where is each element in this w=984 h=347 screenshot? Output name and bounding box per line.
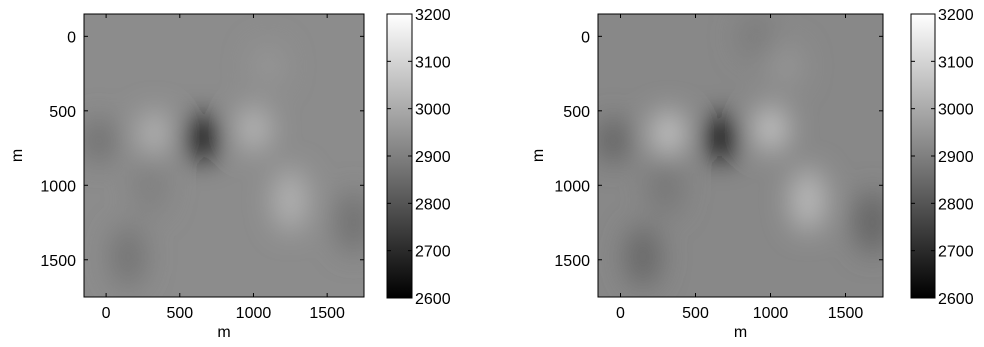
heatmap-2 xyxy=(598,14,883,297)
heatmap-1 xyxy=(84,14,364,297)
x-tick-label: 1000 xyxy=(753,305,789,322)
heatmap-anomaly xyxy=(703,115,739,160)
heatmap-anomaly xyxy=(651,110,686,156)
heatmap-anomaly xyxy=(336,191,364,254)
y-axis-label: m xyxy=(530,149,547,162)
colorbar-tick-label: 2700 xyxy=(415,244,451,261)
colorbar xyxy=(386,13,413,299)
colorbar-tick-label: 2900 xyxy=(938,149,974,166)
heatmap-anomaly xyxy=(855,191,883,254)
heatmap-anomaly xyxy=(236,106,271,152)
x-tick-label: 0 xyxy=(616,305,625,322)
y-tick-label: 500 xyxy=(563,104,590,121)
x-tick-label: 1500 xyxy=(828,305,864,322)
colorbar-tick-label: 3200 xyxy=(938,7,974,24)
heatmap-anomaly xyxy=(738,14,773,59)
y-axis-label: m xyxy=(9,149,26,162)
heatmap-anomaly xyxy=(273,168,308,232)
y-tick-label: 1500 xyxy=(40,253,76,270)
heatmap-anomaly xyxy=(137,110,172,156)
colorbar-tick-label: 2600 xyxy=(415,291,451,308)
heatmap-anomaly xyxy=(84,118,116,163)
colorbar-tick-label: 2800 xyxy=(415,196,451,213)
y-tick-label: 0 xyxy=(67,29,76,46)
y-tick-label: 1000 xyxy=(40,178,76,195)
colorbar-tick-label: 2700 xyxy=(938,244,974,261)
colorbar-tick-label: 3100 xyxy=(415,54,451,71)
heatmap-anomaly xyxy=(790,168,826,232)
y-tick-label: 1000 xyxy=(554,178,590,195)
colorbar-tick-label: 3000 xyxy=(415,102,451,119)
x-axis-label: m xyxy=(217,324,230,341)
x-axis-label: m xyxy=(734,324,747,341)
plot-frame xyxy=(83,13,365,298)
heatmap-anomaly xyxy=(753,106,788,152)
x-tick-label: 500 xyxy=(682,305,709,322)
heatmap-anomaly xyxy=(625,225,661,289)
heatmap-anomaly xyxy=(251,43,286,89)
heatmap-anomaly xyxy=(648,154,683,217)
heatmap-anomaly xyxy=(133,154,168,217)
heatmap-anomaly xyxy=(768,43,803,89)
x-tick-label: 500 xyxy=(166,305,193,322)
heatmap-anomaly xyxy=(598,118,631,163)
heatmap-anomaly xyxy=(184,115,219,160)
colorbar-tick-label: 3000 xyxy=(938,102,974,119)
plot-frame xyxy=(597,13,884,298)
y-tick-label: 0 xyxy=(581,29,590,46)
colorbar-tick-label: 2800 xyxy=(938,196,974,213)
x-tick-label: 0 xyxy=(102,305,111,322)
x-tick-label: 1500 xyxy=(309,305,345,322)
colorbar-tick-label: 2900 xyxy=(415,149,451,166)
colorbar-tick-label: 3100 xyxy=(938,54,974,71)
colorbar-tick-label: 3200 xyxy=(415,7,451,24)
y-tick-label: 1500 xyxy=(554,253,590,270)
y-tick-label: 500 xyxy=(49,104,76,121)
heatmap-anomaly xyxy=(111,225,146,289)
colorbar-tick-label: 2600 xyxy=(938,291,974,308)
x-tick-label: 1000 xyxy=(236,305,272,322)
